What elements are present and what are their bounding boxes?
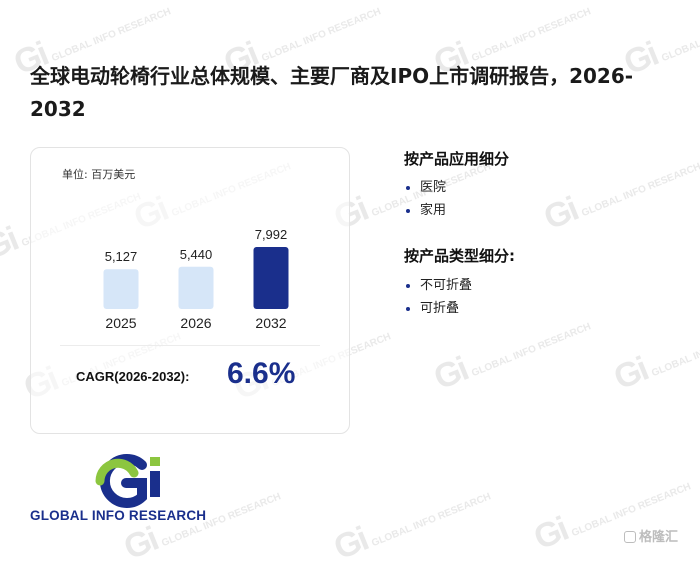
corner-brand-label: 格隆汇 bbox=[639, 530, 679, 545]
list-item-label: 不可折叠 bbox=[420, 278, 473, 293]
list-item-label: 医院 bbox=[420, 180, 447, 195]
gir-logo-icon bbox=[95, 454, 160, 508]
brand-icon bbox=[624, 531, 636, 543]
list-item: 不可折叠 bbox=[404, 274, 472, 297]
watermark-text: GLOBAL INFO RESEARCH bbox=[50, 6, 173, 65]
list-item: 医院 bbox=[404, 176, 446, 199]
bar-value-label: 5,127 bbox=[105, 249, 138, 264]
logo-text: GLOBAL INFO RESEARCH bbox=[30, 508, 207, 523]
segment-heading-application: 按产品应用细分 bbox=[404, 150, 510, 168]
segment-list-application: 医院 家用 bbox=[404, 176, 446, 222]
watermark-text: GLOBAL INFO RESEARCH bbox=[470, 6, 593, 65]
corner-brand: 格隆汇 bbox=[624, 526, 678, 545]
watermark-text: GLOBAL INFO RESEARCH bbox=[650, 321, 700, 380]
cagr-value: 6.6% bbox=[227, 357, 296, 390]
card-divider bbox=[60, 345, 320, 346]
watermark-mark: Gi bbox=[428, 350, 473, 398]
watermark: GiGLOBAL INFO RESEARCH bbox=[329, 471, 495, 568]
page-title: 全球电动轮椅行业总体规模、主要厂商及IPO上市调研报告，2026-2032 bbox=[30, 64, 634, 121]
x-tick-label: 2026 bbox=[180, 315, 211, 331]
unit-label: 单位: 百万美元 bbox=[62, 168, 136, 181]
watermark: GiGLOBAL INFO RESEARCH bbox=[609, 301, 700, 398]
watermark-mark: Gi bbox=[608, 350, 653, 398]
bar-chart: 5,127 2025 5,440 2026 7,992 2032 bbox=[103, 227, 289, 331]
watermark-mark: Gi bbox=[118, 520, 163, 568]
list-item: 可折叠 bbox=[404, 297, 472, 320]
list-item-label: 家用 bbox=[420, 203, 447, 218]
bar-value-label: 7,992 bbox=[255, 227, 288, 242]
bar-2032 bbox=[253, 247, 289, 309]
bullet-icon bbox=[406, 186, 410, 190]
watermark-mark: Gi bbox=[528, 510, 573, 558]
watermark-text: GLOBAL INFO RESEARCH bbox=[370, 491, 493, 550]
bullet-icon bbox=[406, 209, 410, 213]
watermark-text: GLOBAL INFO RESEARCH bbox=[660, 6, 700, 65]
bar-2025 bbox=[103, 269, 139, 309]
watermark-text: GLOBAL INFO RESEARCH bbox=[260, 6, 383, 65]
watermark-text: GLOBAL INFO RESEARCH bbox=[580, 161, 700, 220]
segment-heading-type: 按产品类型细分: bbox=[404, 247, 515, 265]
watermark: GiGLOBAL INFO RESEARCH bbox=[539, 141, 700, 238]
list-item-label: 可折叠 bbox=[420, 301, 460, 316]
bar-2026 bbox=[178, 266, 214, 309]
watermark-text: GLOBAL INFO RESEARCH bbox=[470, 321, 593, 380]
cagr-label: CAGR(2026-2032): bbox=[76, 369, 190, 384]
list-item: 家用 bbox=[404, 199, 446, 222]
bullet-icon bbox=[406, 284, 410, 288]
segment-list-type: 不可折叠 可折叠 bbox=[404, 274, 472, 320]
x-tick-label: 2025 bbox=[105, 315, 136, 331]
watermark-mark: Gi bbox=[328, 520, 373, 568]
watermark-mark: Gi bbox=[0, 220, 23, 268]
watermark-mark: Gi bbox=[538, 190, 583, 238]
x-tick-label: 2032 bbox=[255, 315, 286, 331]
bar-value-label: 5,440 bbox=[180, 247, 213, 262]
bullet-icon bbox=[406, 307, 410, 311]
